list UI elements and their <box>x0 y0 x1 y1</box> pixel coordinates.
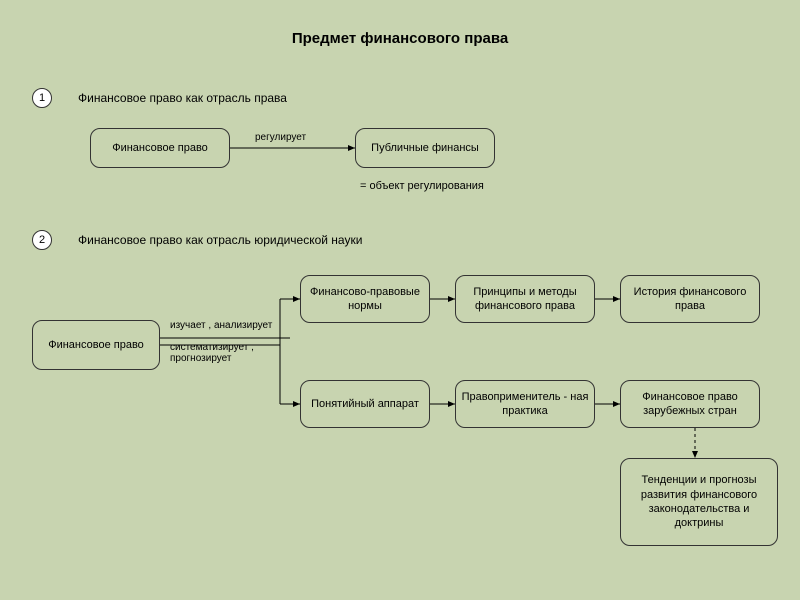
section-2-number: 2 <box>32 230 52 250</box>
node-legal-norms: Финансово-правовые нормы <box>300 275 430 323</box>
section-1-label: Финансовое право как отрасль права <box>78 91 287 105</box>
node-practice: Правоприменитель - ная практика <box>455 380 595 428</box>
note-regulation-object: = объект регулирования <box>360 180 484 192</box>
edge-label-studies: изучает , анализирует <box>170 320 272 331</box>
section-1-number: 1 <box>32 88 52 108</box>
node-concepts: Понятийный аппарат <box>300 380 430 428</box>
page-title: Предмет финансового права <box>0 30 800 47</box>
node-financial-law-2: Финансовое право <box>32 320 160 370</box>
node-public-finance: Публичные финансы <box>355 128 495 168</box>
node-financial-law-1: Финансовое право <box>90 128 230 168</box>
node-trends: Тенденции и прогнозы развития финансовог… <box>620 458 778 546</box>
node-history: История финансового права <box>620 275 760 323</box>
edge-label-systematizes: систематизирует , прогнозирует <box>170 342 300 364</box>
section-2-label: Финансовое право как отрасль юридической… <box>78 233 362 247</box>
edge-label-regulates: регулирует <box>255 132 306 143</box>
node-foreign: Финансовое право зарубежных стран <box>620 380 760 428</box>
node-principles: Принципы и методы финансового права <box>455 275 595 323</box>
